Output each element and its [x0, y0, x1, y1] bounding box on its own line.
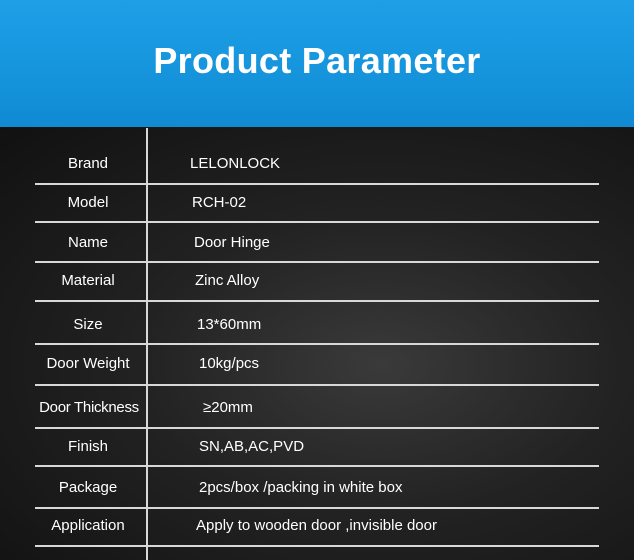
row-value: 13*60mm — [197, 316, 262, 333]
row-label: Package — [58, 479, 118, 496]
page-title: Product Parameter — [153, 40, 481, 81]
row-label: Name — [67, 234, 108, 251]
row-divider — [35, 384, 599, 386]
row-label: Size — [73, 316, 103, 333]
row-value: Door Hinge — [194, 234, 270, 251]
row-value: Apply to wooden door ,invisible door — [196, 517, 437, 534]
row-label: Door Weight — [46, 355, 130, 372]
row-value: 10kg/pcs — [199, 355, 260, 372]
row-label: Brand — [67, 155, 109, 172]
row-divider — [35, 545, 599, 547]
row-divider — [35, 221, 599, 223]
row-divider — [35, 343, 599, 345]
row-value: 2pcs/box /packing in white box — [199, 479, 403, 496]
row-value: LELONLOCK — [190, 155, 281, 172]
row-label: Finish — [67, 438, 108, 455]
row-divider — [35, 261, 599, 263]
row-label: Door Thickness — [39, 399, 139, 416]
row-divider — [35, 507, 599, 509]
row-value: SN,AB,AC,PVD — [199, 438, 305, 455]
row-divider — [35, 465, 599, 467]
row-divider — [35, 300, 599, 302]
row-value: ≥20mm — [203, 399, 253, 416]
row-label: Application — [51, 517, 125, 534]
row-label: Model — [67, 194, 109, 211]
row-divider — [35, 183, 599, 185]
row-divider — [35, 427, 599, 429]
row-value: RCH-02 — [192, 194, 247, 211]
header-banner: Product Parameter — [0, 0, 634, 127]
row-value: Zinc Alloy — [195, 272, 260, 289]
row-label: Material — [61, 272, 115, 289]
